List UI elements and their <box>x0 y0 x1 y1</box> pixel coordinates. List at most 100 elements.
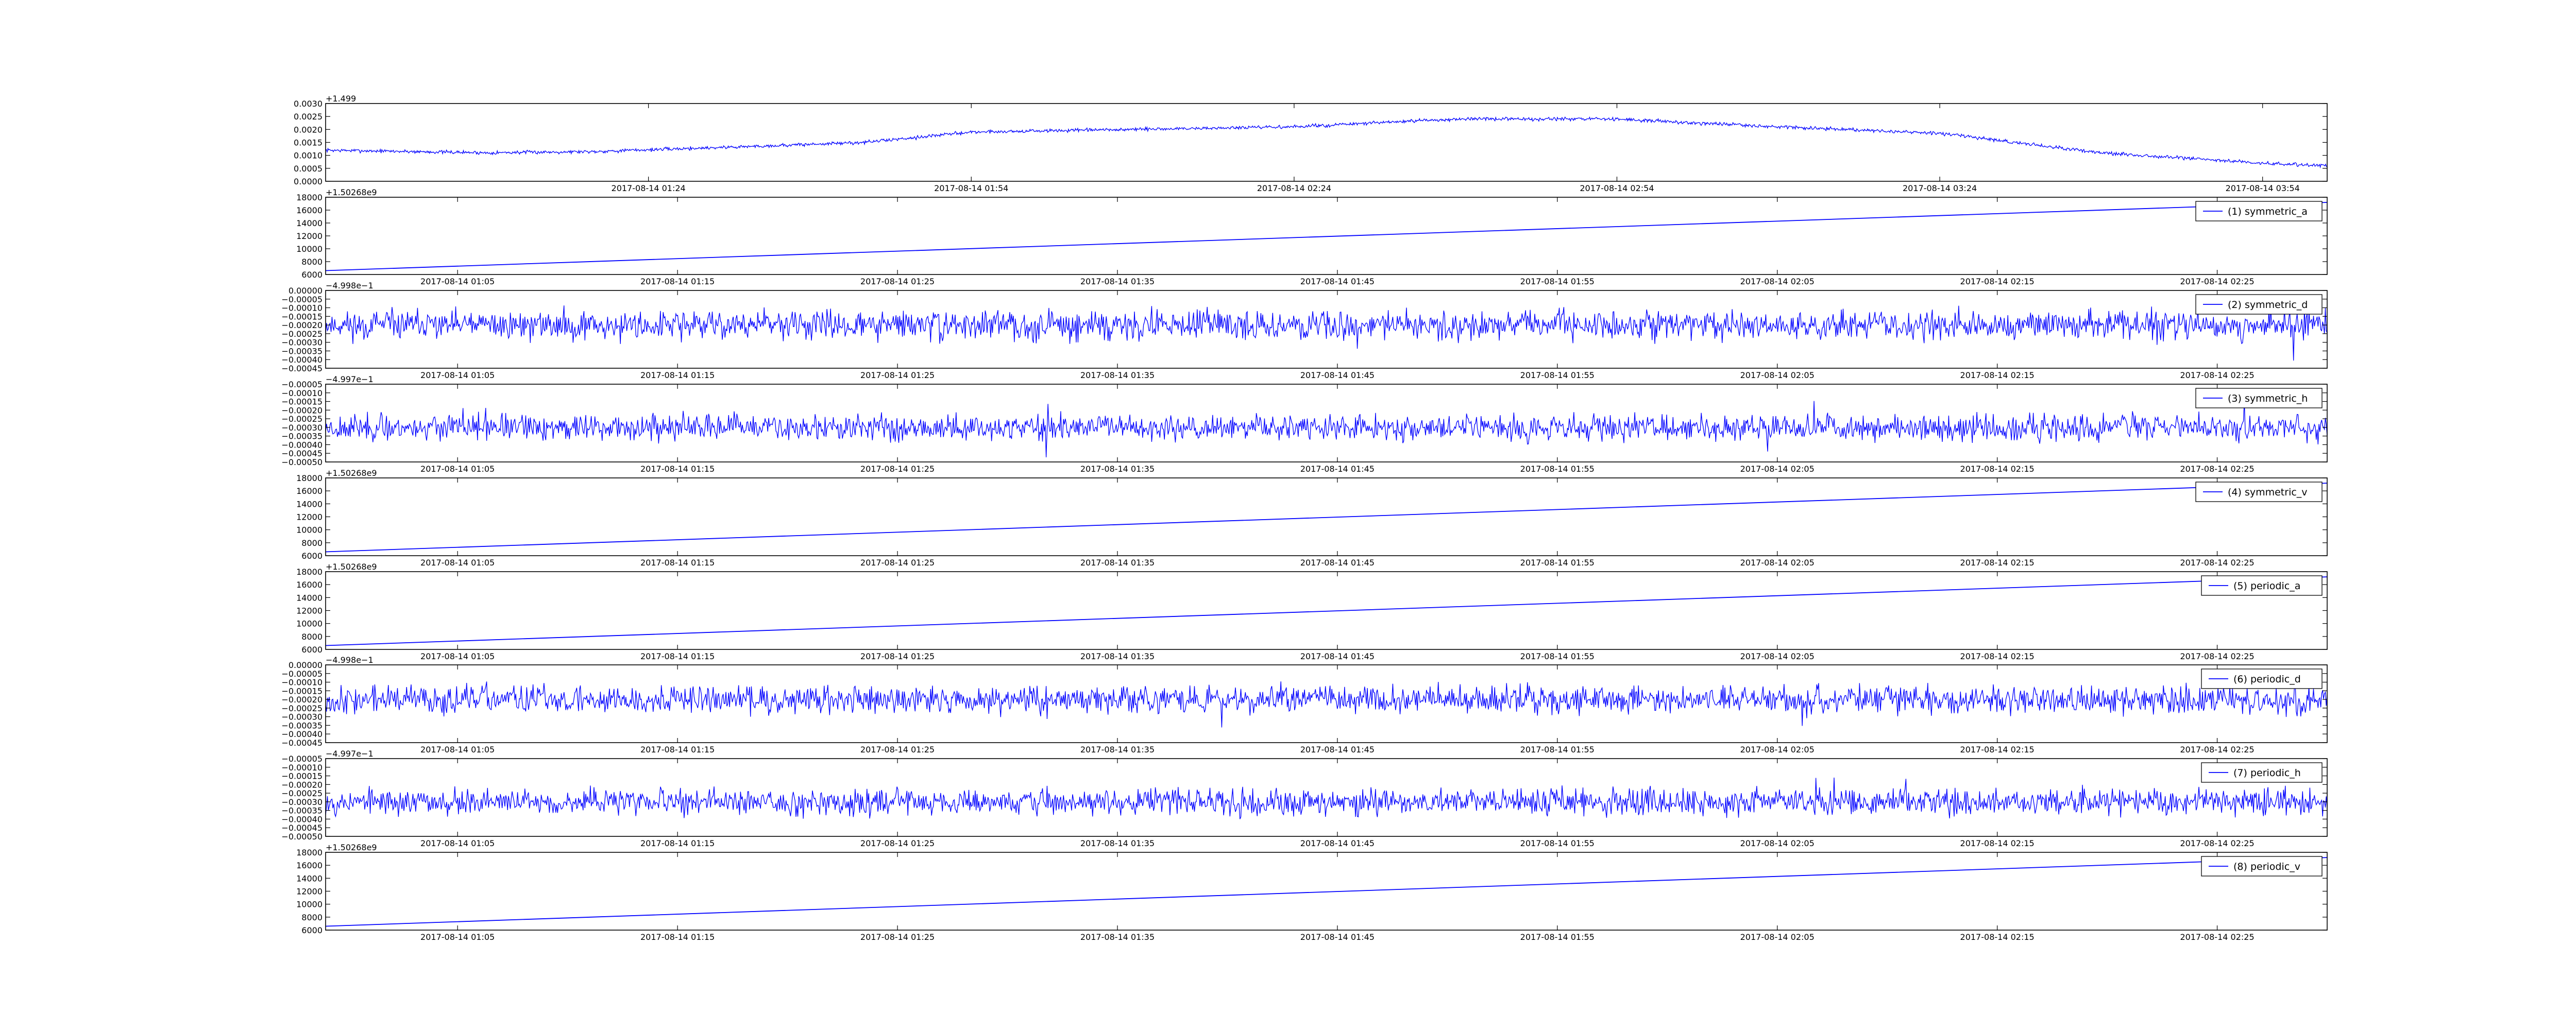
x-tick-label: 2017-08-14 02:15 <box>1960 651 2035 661</box>
y-tick-label: 6000 <box>301 551 323 561</box>
x-tick-label: 2017-08-14 02:05 <box>1740 838 1815 848</box>
y-tick-label: −0.00005 <box>281 295 323 304</box>
series-line-4 <box>326 483 2327 553</box>
x-tick-label: 2017-08-14 01:35 <box>1080 370 1155 380</box>
axes-frame <box>325 290 2328 369</box>
y-tick-label: −0.00005 <box>281 380 323 389</box>
y-tick-label: 18000 <box>296 848 323 857</box>
y-tick-label: 10000 <box>296 525 323 535</box>
x-tick-label: 2017-08-14 01:25 <box>860 370 935 380</box>
x-tick-label: 2017-08-14 02:25 <box>2180 277 2254 286</box>
y-tick-label: 0.0025 <box>294 112 323 122</box>
x-tick-label: 2017-08-14 02:05 <box>1740 745 1815 754</box>
x-tick-label: 2017-08-14 01:05 <box>420 558 495 568</box>
x-tick-label: 2017-08-14 02:05 <box>1740 464 1815 474</box>
x-tick-label: 2017-08-14 01:55 <box>1520 651 1595 661</box>
x-tick-label: 2017-08-14 01:45 <box>1300 277 1375 286</box>
x-tick-label: 2017-08-14 01:05 <box>420 370 495 380</box>
y-tick-label: 14000 <box>296 873 323 883</box>
x-tick-label: 2017-08-14 02:25 <box>2180 838 2254 848</box>
panel-5: 6000 8000 10000 12000 14000 16000 18000 2017-08… <box>296 562 2328 661</box>
panel-4: 6000 8000 10000 12000 14000 16000 18000 2017-08… <box>296 468 2328 568</box>
y-tick-label: 0.0005 <box>294 164 323 174</box>
legend: (5) periodic_a <box>2201 575 2323 596</box>
x-tick-label: 2017-08-14 01:45 <box>1300 932 1375 942</box>
y-tick-label: 0.0030 <box>294 99 323 109</box>
y-tick-label: −0.00010 <box>281 303 323 313</box>
x-tick-label: 2017-08-14 01:45 <box>1300 745 1375 754</box>
y-tick-label: −0.00020 <box>281 780 323 789</box>
y-tick-label: 0.00000 <box>289 286 323 296</box>
y-tick-label: 12000 <box>296 887 323 897</box>
legend-label: (2) symmetric_d <box>2228 299 2308 311</box>
y-tick-label: −0.00020 <box>281 320 323 330</box>
x-tick-label: 2017-08-14 01:05 <box>420 651 495 661</box>
y-tick-label: 16000 <box>296 580 323 590</box>
x-tick-label: 2017-08-14 01:25 <box>860 932 935 942</box>
x-tick-label: 2017-08-14 01:45 <box>1300 370 1375 380</box>
y-tick-label: 18000 <box>296 193 323 202</box>
panel-2: −0.00045−0.00040−0.00035−0.00030−0.00025… <box>281 281 2328 380</box>
x-tick-label: 2017-08-14 01:25 <box>860 277 935 286</box>
x-tick-label: 2017-08-14 01:25 <box>860 464 935 474</box>
y-tick-label: 10000 <box>296 244 323 254</box>
y-tick-label: −0.00010 <box>281 678 323 688</box>
x-tick-label: 2017-08-14 01:05 <box>420 464 495 474</box>
y-tick-label: −0.00015 <box>281 312 323 321</box>
x-tick-label: 2017-08-14 01:25 <box>860 651 935 661</box>
y-tick-label: 6000 <box>301 270 323 280</box>
x-tick-label: 2017-08-14 01:15 <box>640 277 715 286</box>
x-tick-label: 2017-08-14 01:35 <box>1080 558 1155 568</box>
axis-offset-label: −4.997e−1 <box>326 749 374 759</box>
x-tick-label: 2017-08-14 01:35 <box>1080 651 1155 661</box>
y-tick-label: −0.00015 <box>281 771 323 781</box>
y-tick-label: −0.00030 <box>281 712 323 722</box>
x-tick-label: 2017-08-14 01:35 <box>1080 838 1155 848</box>
x-tick-label: 2017-08-14 01:35 <box>1080 932 1155 942</box>
x-tick-label: 2017-08-14 01:55 <box>1520 464 1595 474</box>
y-tick-label: 16000 <box>296 861 323 870</box>
y-tick-label: 18000 <box>296 473 323 483</box>
series-line-5 <box>326 576 2327 646</box>
legend-label: (6) periodic_d <box>2233 674 2301 685</box>
axes-frame <box>325 197 2328 275</box>
x-tick-label: 2017-08-14 01:54 <box>934 183 1008 193</box>
x-tick-label: 2017-08-14 01:05 <box>420 745 495 754</box>
x-tick-label: 2017-08-14 01:15 <box>640 651 715 661</box>
x-tick-label: 2017-08-14 01:55 <box>1520 932 1595 942</box>
y-tick-label: 0.0015 <box>294 138 323 148</box>
y-tick-label: −0.00045 <box>281 823 323 833</box>
axis-offset-label: +1.499 <box>326 94 356 104</box>
x-tick-label: 2017-08-14 01:05 <box>420 932 495 942</box>
x-tick-label: 2017-08-14 02:25 <box>2180 651 2254 661</box>
y-tick-label: −0.00030 <box>281 797 323 807</box>
x-tick-label: 2017-08-14 02:15 <box>1960 370 2035 380</box>
legend-label: (1) symmetric_a <box>2228 206 2308 217</box>
series-line-1 <box>326 202 2327 271</box>
panel-6: −0.00045−0.00040−0.00035−0.00030−0.00025… <box>281 655 2328 754</box>
y-tick-label: −0.00045 <box>281 738 323 748</box>
y-tick-label: −0.00035 <box>281 720 323 730</box>
axes-frame <box>325 384 2328 462</box>
y-tick-label: −0.00020 <box>281 405 323 415</box>
y-tick-label: −0.00005 <box>281 754 323 764</box>
x-tick-label: 2017-08-14 01:25 <box>860 838 935 848</box>
x-tick-label: 2017-08-14 01:15 <box>640 464 715 474</box>
y-tick-label: 0.0000 <box>294 177 323 186</box>
axis-offset-label: −4.997e−1 <box>326 374 374 384</box>
x-tick-label: 2017-08-14 02:25 <box>2180 932 2254 942</box>
y-tick-label: 10000 <box>296 900 323 909</box>
x-tick-label: 2017-08-14 01:55 <box>1520 838 1595 848</box>
axes-frame <box>325 571 2328 650</box>
x-tick-label: 2017-08-14 02:24 <box>1257 183 1331 193</box>
axis-offset-label: +1.50268e9 <box>326 468 377 478</box>
y-tick-label: 0.0010 <box>294 151 323 161</box>
x-tick-label: 2017-08-14 01:55 <box>1520 745 1595 754</box>
series-line-2 <box>326 305 2327 361</box>
y-tick-label: 14000 <box>296 499 323 509</box>
y-tick-label: 10000 <box>296 619 323 629</box>
y-tick-label: −0.00050 <box>281 832 323 842</box>
legend-label: (7) periodic_h <box>2233 767 2301 779</box>
panel-8: 6000 8000 10000 12000 14000 16000 18000 2017-08… <box>296 843 2328 942</box>
